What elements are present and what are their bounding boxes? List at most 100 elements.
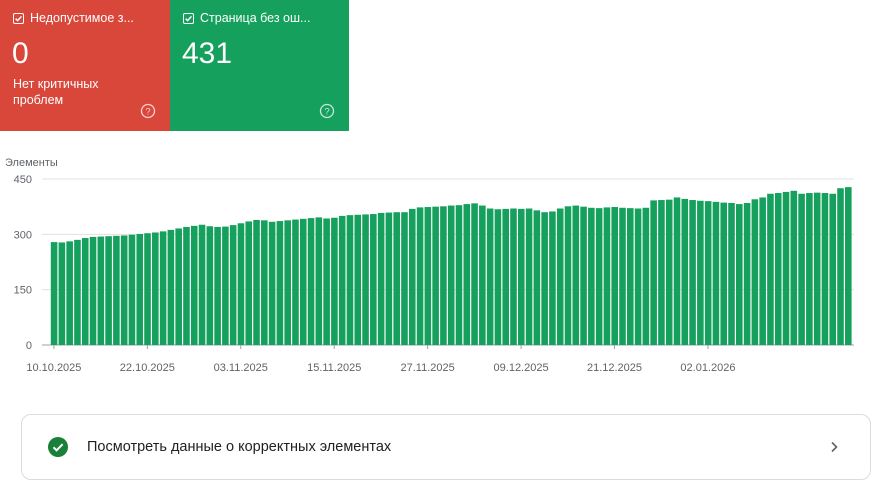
chart-bar [183,226,190,345]
chart-bar [299,218,307,345]
chart-bar [229,225,237,345]
chart-bar [572,205,580,345]
chart-bar [315,217,323,345]
items-chart: Элементы 0 150 300 450 10.10.2025 22.10.2025 03… [0,150,886,380]
checkbox-checked-icon[interactable] [183,12,194,24]
chart-bar [408,208,416,345]
chart-bar [806,193,813,345]
chart-bar [440,206,447,345]
error-card-title: Недопустимое з... [30,11,134,25]
error-card-header: Недопустимое з... [13,11,134,25]
chart-bar [665,199,673,345]
chart-bar [338,215,346,345]
chart-bar [479,205,486,345]
chart-bar [276,221,284,345]
valid-status-card[interactable]: Страница без ош... 431 ? [170,0,349,131]
y-tick-label: 150 [14,285,32,297]
chart-bar [237,223,245,345]
chart-bar [541,212,548,345]
chart-bar [159,231,167,345]
help-circle-icon[interactable]: ? [140,103,156,119]
check-circle-icon [48,437,68,457]
chart-bar [774,193,782,345]
chart-bar [97,236,105,345]
chart-bar [782,191,790,345]
view-valid-items-link[interactable]: Посмотреть данные о корректных элементах [21,414,871,480]
chart-bar [720,202,728,345]
chart-bar [206,226,214,345]
chart-bar [704,201,712,345]
chart-bar [167,229,175,345]
error-status-card[interactable]: Недопустимое з... 0 Нет критичных пробле… [0,0,170,131]
chart-bar [533,210,541,345]
x-tick-label: 22.10.2025 [120,362,175,374]
x-tick-label: 03.11.2025 [214,362,268,374]
chart-bar [416,207,424,345]
chevron-right-icon [828,441,840,453]
svg-text:?: ? [145,106,150,117]
chart-bar [354,214,362,345]
chart-bar [736,204,743,345]
chart-bar [214,226,221,345]
valid-card-count: 431 [182,37,233,70]
chart-bar [245,221,253,345]
chart-bar [689,200,696,345]
chart-bar [455,205,463,345]
x-tick-label: 10.10.2025 [26,362,81,374]
chart-bar [712,201,720,345]
chart-bar [253,219,260,345]
chart-bar [81,238,89,345]
view-valid-items-label: Посмотреть данные о корректных элементах [87,439,392,455]
chart-bar [743,202,751,345]
chart-bar [432,206,439,345]
chart-bar [424,207,432,345]
chart-bar [377,212,385,345]
chart-bar [767,193,774,345]
chart-bar [362,214,369,345]
chart-bar [595,208,603,345]
valid-card-header: Страница без ош... [183,11,310,25]
chart-bar [821,193,829,345]
y-axis-label: Элементы [5,157,58,169]
chart-bar [113,235,120,345]
chart-bar [510,208,517,345]
chart-bar [650,200,657,345]
chart-bar [728,202,735,345]
chart-bar [447,205,455,345]
chart-bar [74,239,81,345]
chart-bar [385,212,393,345]
chart-bar [829,193,837,345]
chart-bar [681,198,689,345]
checkbox-checked-icon[interactable] [13,12,24,24]
chart-bar [471,203,478,345]
x-tick-label: 15.11.2025 [307,362,361,374]
error-card-count: 0 [12,37,29,70]
chart-bar [626,208,634,345]
chart-bar [634,208,642,345]
chart-bar [401,212,408,345]
bar-chart-svg: Элементы 0 150 300 450 10.10.2025 22.10.2025 03… [5,157,854,374]
chart-bar [105,236,112,345]
chart-bar [673,197,681,345]
chart-bar [284,220,291,345]
chart-bar [346,215,354,345]
chart-bar [759,197,766,345]
chart-bar [549,211,556,345]
valid-card-title: Страница без ош... [200,11,311,25]
chart-bar [790,190,798,345]
chart-bar [494,209,502,345]
x-tick-label: 09.12.2025 [494,362,549,374]
chart-bar [611,207,619,345]
chart-bar [261,220,268,345]
chart-bar [198,224,206,345]
y-tick-label: 0 [26,340,32,352]
help-circle-icon[interactable]: ? [319,103,335,119]
chart-bar [190,225,198,345]
y-tick-label: 300 [14,229,32,241]
chart-bar [556,208,564,345]
chart-bar [564,206,572,345]
chart-bar [463,204,471,345]
chart-bar [588,207,595,345]
svg-text:?: ? [324,106,329,117]
chart-bar [502,208,509,345]
